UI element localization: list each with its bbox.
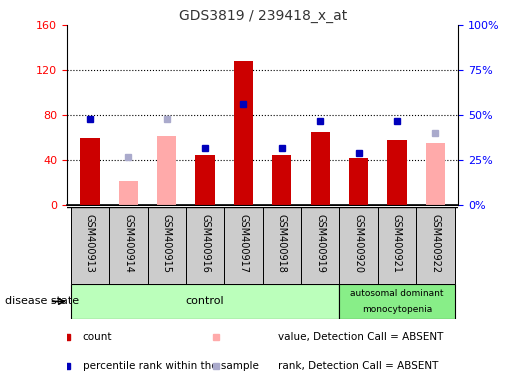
Text: GSM400920: GSM400920	[354, 214, 364, 273]
Text: disease state: disease state	[5, 296, 79, 306]
Bar	[339, 284, 455, 319]
Bar	[378, 207, 416, 284]
Text: control: control	[186, 296, 225, 306]
Text: percentile rank within the sample: percentile rank within the sample	[82, 361, 259, 371]
Text: GSM400918: GSM400918	[277, 214, 287, 272]
Text: GSM400921: GSM400921	[392, 214, 402, 273]
Bar	[80, 138, 99, 205]
Bar	[147, 207, 186, 284]
Title: GDS3819 / 239418_x_at: GDS3819 / 239418_x_at	[179, 8, 347, 23]
Bar	[272, 155, 291, 205]
Text: GSM400913: GSM400913	[85, 214, 95, 272]
Bar	[71, 284, 339, 319]
Bar	[349, 158, 368, 205]
Text: value, Detection Call = ABSENT: value, Detection Call = ABSENT	[278, 332, 444, 342]
Text: rank, Detection Call = ABSENT: rank, Detection Call = ABSENT	[278, 361, 439, 371]
Bar	[234, 61, 253, 205]
Bar	[263, 207, 301, 284]
Bar	[186, 207, 224, 284]
Text: autosomal dominant: autosomal dominant	[350, 289, 444, 298]
Bar	[387, 140, 406, 205]
Bar	[416, 207, 455, 284]
Text: monocytopenia: monocytopenia	[362, 305, 432, 314]
Text: GSM400916: GSM400916	[200, 214, 210, 272]
Bar	[109, 207, 147, 284]
Bar	[301, 207, 339, 284]
Text: GSM400919: GSM400919	[315, 214, 325, 272]
Bar	[119, 180, 138, 205]
Bar	[71, 207, 109, 284]
Bar	[157, 136, 176, 205]
Bar	[426, 143, 445, 205]
Text: GSM400922: GSM400922	[431, 214, 440, 273]
Text: GSM400914: GSM400914	[124, 214, 133, 272]
Bar	[339, 207, 378, 284]
Text: GSM400917: GSM400917	[238, 214, 248, 273]
Text: GSM400915: GSM400915	[162, 214, 171, 273]
Bar	[311, 132, 330, 205]
Bar	[196, 155, 215, 205]
Bar	[224, 207, 263, 284]
Text: count: count	[82, 332, 112, 342]
